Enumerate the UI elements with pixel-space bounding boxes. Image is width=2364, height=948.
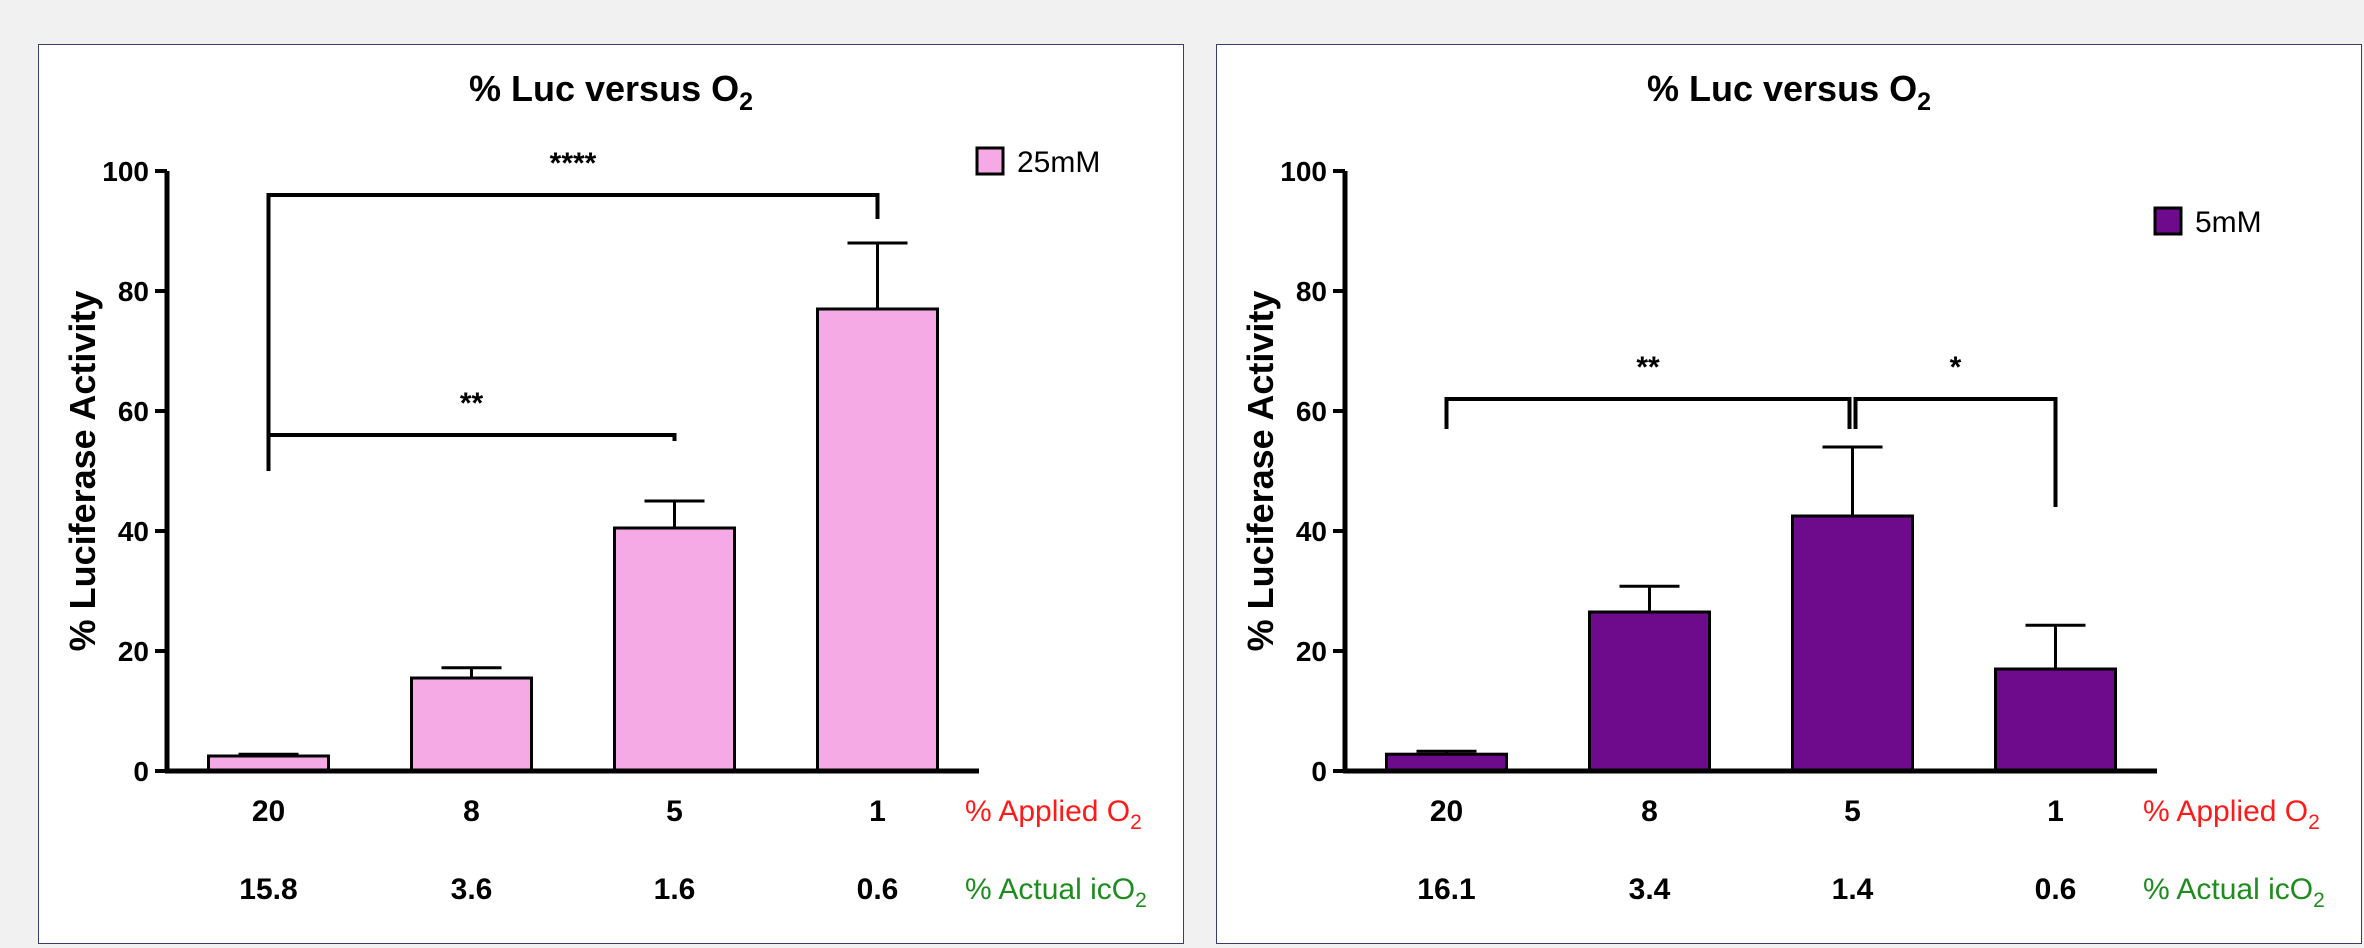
row-label-applied-o2: % Applied O2 <box>965 795 1142 834</box>
x-tick-label: 20 <box>1430 795 1463 828</box>
y-tick-label: 0 <box>1311 756 1327 787</box>
chart-title: % Luc versus O2 <box>469 68 753 116</box>
bar <box>1588 610 1711 773</box>
row-label-actual-main: % Actual icO <box>2143 873 2313 906</box>
x-secondary-label: 1.6 <box>654 873 696 906</box>
row-label-actual-ico2: % Actual icO2 <box>2143 873 2325 912</box>
significance-label: ** <box>1636 351 1660 384</box>
significance-label: **** <box>550 147 597 180</box>
y-tick-label: 100 <box>102 156 149 187</box>
significance-bracket <box>1444 397 1852 429</box>
chart-svg-right: % Luc versus O2% Luciferase Activity0204… <box>1240 68 2325 912</box>
row-label-actual-subscript: 2 <box>1135 889 1147 912</box>
significance-label: * <box>1950 351 1962 384</box>
x-secondary-label: 3.6 <box>451 873 493 906</box>
legend-swatch <box>2153 206 2183 236</box>
x-secondary-label: 1.4 <box>1832 873 1874 906</box>
bar <box>1994 667 2117 773</box>
x-tick-label: 1 <box>869 795 886 828</box>
chart-title-subscript: 2 <box>739 88 753 116</box>
y-axis-label: % Luciferase Activity <box>1240 291 1281 652</box>
bar <box>1791 514 1914 773</box>
row-label-applied-o2: % Applied O2 <box>2143 795 2320 834</box>
row-label-applied-main: % Applied O <box>965 795 1130 828</box>
chart-title: % Luc versus O2 <box>1647 68 1931 116</box>
bar <box>613 526 736 773</box>
chart-title-main: % Luc versus O <box>469 68 739 109</box>
row-label-actual-main: % Actual icO <box>965 873 1135 906</box>
bar <box>816 307 939 773</box>
significance-bracket <box>266 433 677 471</box>
row-label-actual-subscript: 2 <box>2313 889 2325 912</box>
x-tick-label: 8 <box>463 795 480 828</box>
chart-panel-left: % Luc versus O2% Luciferase Activity 0 20 4… <box>38 44 1184 944</box>
significance-bracket <box>266 193 880 471</box>
chart-title-main: % Luc versus O <box>1647 68 1917 109</box>
chart-svg-left: % Luc versus O2% Luciferase Activity0204… <box>62 68 1147 912</box>
x-secondary-label: 15.8 <box>239 873 297 906</box>
bar <box>410 676 533 773</box>
x-secondary-label: 0.6 <box>857 873 899 906</box>
row-label-applied-subscript: 2 <box>2308 811 2320 834</box>
y-tick-label: 100 <box>1280 156 1327 187</box>
row-label-applied-subscript: 2 <box>1130 811 1142 834</box>
y-tick-label: 0 <box>133 756 149 787</box>
significance-bracket <box>1853 397 2058 507</box>
bar <box>1385 752 1508 773</box>
x-secondary-label: 16.1 <box>1417 873 1475 906</box>
y-tick-label: 20 <box>1296 636 1327 667</box>
y-tick-label: 80 <box>118 276 149 307</box>
x-secondary-label: 0.6 <box>2035 873 2077 906</box>
y-tick-label: 40 <box>1296 516 1327 547</box>
y-tick-label: 40 <box>118 516 149 547</box>
legend-label: 25mM <box>1017 146 1100 179</box>
x-tick-label: 8 <box>1641 795 1658 828</box>
row-label-actual-ico2: % Actual icO2 <box>965 873 1147 912</box>
y-axis-label: % Luciferase Activity <box>62 291 103 652</box>
row-label-applied-main: % Applied O <box>2143 795 2308 828</box>
chart-title-subscript: 2 <box>1917 88 1931 116</box>
y-tick-label: 60 <box>118 396 149 427</box>
significance-label: ** <box>460 387 484 420</box>
chart-panel-right: % Luc versus O2% Luciferase Activity 0 20 4… <box>1216 44 2362 944</box>
x-tick-label: 1 <box>2047 795 2064 828</box>
y-tick-label: 60 <box>1296 396 1327 427</box>
x-tick-label: 20 <box>252 795 285 828</box>
x-tick-label: 5 <box>666 795 683 828</box>
x-tick-label: 5 <box>1844 795 1861 828</box>
legend-swatch <box>975 146 1005 176</box>
legend-label: 5mM <box>2195 206 2262 239</box>
x-secondary-label: 3.4 <box>1629 873 1671 906</box>
y-tick-label: 80 <box>1296 276 1327 307</box>
y-tick-label: 20 <box>118 636 149 667</box>
